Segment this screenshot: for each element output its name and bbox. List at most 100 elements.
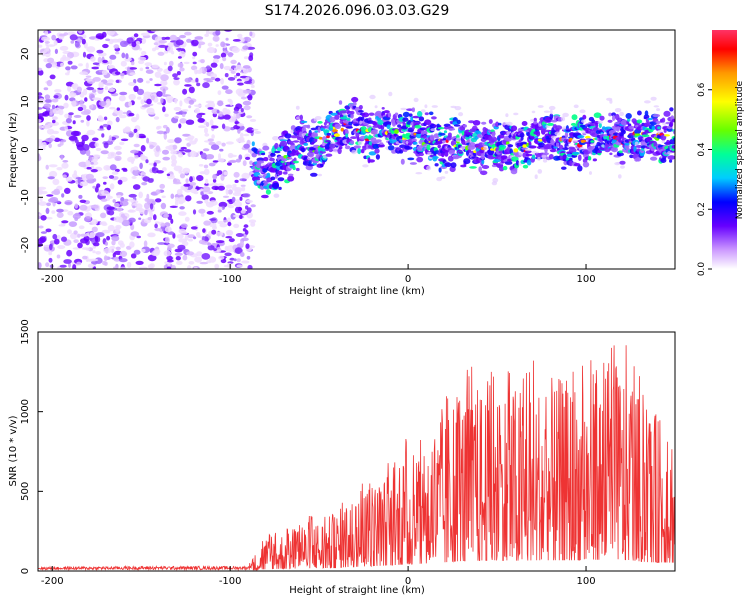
noise-cell [212, 58, 219, 64]
noise-cell [132, 205, 136, 209]
noise-cell [111, 248, 115, 254]
noise-cell [52, 178, 60, 186]
spectrogram-x-tick-label: -100 [219, 274, 242, 285]
noise-cell [228, 205, 234, 209]
noise-cell [188, 99, 195, 105]
noise-cell [248, 55, 254, 62]
signal-peak-cell [394, 129, 399, 134]
noise-cell [179, 206, 185, 210]
noise-cell [218, 255, 225, 260]
noise-cell [241, 172, 250, 180]
noise-cell [184, 216, 190, 222]
figure-title: S174.2026.096.03.03.G29 [265, 3, 450, 19]
noise-cell [173, 165, 183, 172]
signal-cell [279, 140, 288, 147]
signal-cell [287, 157, 293, 160]
signal-cell [407, 157, 415, 161]
noise-cell [137, 96, 142, 100]
noise-cell [206, 65, 211, 70]
noise-cell [64, 125, 68, 131]
noise-cell [181, 109, 189, 112]
signal-peak-cell [505, 141, 510, 145]
noise-cell [38, 225, 44, 229]
noise-cell [180, 146, 187, 150]
noise-cell [74, 203, 79, 209]
noise-cell [148, 209, 152, 214]
signal-cell [597, 149, 602, 154]
noise-cell [106, 206, 115, 210]
noise-cell [94, 235, 99, 243]
noise-cell [128, 217, 136, 223]
noise-cell [226, 162, 232, 166]
noise-cell [147, 254, 157, 262]
noise-cell [223, 114, 231, 120]
noise-cell [47, 44, 56, 47]
noise-cell [200, 59, 205, 64]
signal-cell [577, 165, 583, 172]
noise-cell [61, 162, 69, 169]
signal-cell [463, 124, 467, 128]
signal-cell [328, 147, 333, 153]
noise-cell [115, 79, 120, 83]
signal-cell [358, 105, 363, 110]
noise-cell [44, 99, 52, 103]
noise-cell [207, 242, 212, 246]
signal-cell [546, 143, 554, 150]
noise-cell [53, 40, 58, 46]
noise-cell [242, 100, 252, 106]
noise-cell [245, 156, 251, 160]
noise-cell [189, 182, 197, 186]
signal-cell [284, 133, 292, 139]
noise-cell [237, 82, 244, 86]
noise-cell [174, 137, 182, 144]
signal-cell [355, 132, 360, 138]
noise-cell [238, 154, 243, 160]
noise-cell [152, 166, 156, 171]
noise-cell [204, 133, 210, 137]
noise-cell [210, 62, 218, 68]
halo-cell [542, 158, 548, 163]
halo-cell [618, 174, 622, 179]
noise-cell [73, 230, 78, 235]
noise-cell [205, 178, 209, 184]
signal-cell [325, 153, 333, 157]
noise-cell [154, 71, 162, 78]
noise-cell [79, 233, 88, 237]
signal-cell [270, 152, 276, 157]
noise-cell [196, 113, 203, 119]
noise-cell [71, 100, 77, 107]
noise-cell [162, 106, 166, 113]
noise-cell [184, 31, 192, 36]
signal-cell [421, 130, 428, 134]
noise-cell [249, 160, 253, 166]
signal-cell [655, 120, 661, 124]
noise-cell [237, 128, 241, 134]
noise-cell [51, 116, 59, 120]
signal-cell [263, 157, 269, 162]
noise-cell [144, 202, 150, 210]
noise-cell [185, 119, 195, 125]
noise-cell [119, 114, 127, 119]
noise-cell [138, 60, 145, 65]
noise-cell [85, 159, 91, 166]
noise-cell [155, 145, 161, 152]
noise-cell [120, 138, 129, 142]
noise-cell [180, 223, 188, 229]
noise-cell [102, 43, 109, 49]
noise-cell [87, 263, 95, 268]
noise-cell [189, 150, 197, 158]
noise-cell [172, 73, 178, 78]
noise-cell [208, 256, 217, 263]
noise-cell [79, 199, 87, 203]
signal-cell [266, 172, 271, 178]
noise-cell [90, 169, 98, 173]
signal-cell [535, 130, 541, 137]
signal-cell [329, 116, 336, 123]
noise-cell [151, 64, 159, 69]
noise-cell [199, 67, 203, 74]
noise-cell [237, 206, 243, 212]
signal-cell [561, 166, 567, 170]
noise-cell [104, 86, 108, 91]
signal-cell [582, 114, 587, 120]
noise-cell [247, 94, 253, 101]
